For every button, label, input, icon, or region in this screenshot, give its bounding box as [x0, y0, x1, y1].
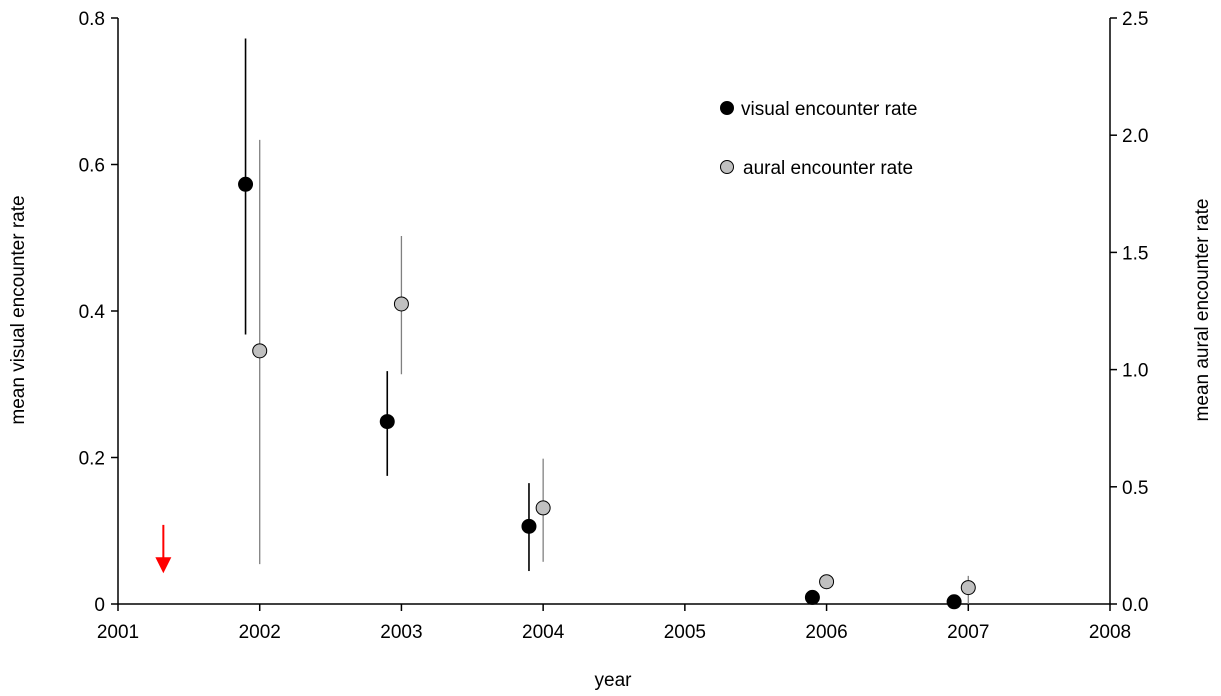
data-markers [238, 176, 976, 610]
y-left-tick-label: 0.4 [79, 302, 106, 323]
x-tick-label: 2002 [239, 622, 281, 643]
y-right-axis-label: mean aural encounter rate [1192, 199, 1213, 422]
x-tick-label: 2006 [805, 622, 847, 643]
y-left-tick-label: 0 [94, 595, 105, 616]
x-tick-label: 2004 [522, 622, 565, 643]
legend-aural-label: aural encounter rate [743, 158, 913, 179]
y-right-tick-label: 2.5 [1122, 9, 1148, 30]
legend-aural-marker [720, 160, 734, 174]
x-tick-label: 2005 [664, 622, 706, 643]
red-arrow-head [155, 557, 172, 574]
aural-data-point [252, 343, 268, 359]
legend: visual encounter rate aural encounter ra… [720, 99, 917, 179]
aural-data-point [393, 296, 409, 312]
x-tick-label: 2003 [380, 622, 422, 643]
y-left-tick-label: 0.8 [79, 9, 105, 30]
y-right-ticks: 0.0 0.5 1.0 1.5 2.0 2.5 [1110, 9, 1148, 616]
y-left-tick-label: 0.2 [79, 449, 105, 470]
y-left-axis-label: mean visual encounter rate [8, 195, 29, 424]
visual-data-point [521, 518, 537, 534]
y-left-ticks: 0 0.2 0.4 0.6 0.8 [79, 9, 118, 616]
legend-visual-marker [720, 101, 734, 115]
y-right-tick-label: 2.0 [1122, 126, 1148, 147]
y-right-tick-label: 1.0 [1122, 361, 1148, 382]
visual-data-point [379, 414, 395, 430]
x-ticks: 2001 2002 2003 2004 2005 2006 2007 2008 [97, 604, 1131, 643]
x-axis-label: year [595, 670, 633, 691]
visual-data-point [804, 589, 820, 605]
annotation-arrow [155, 524, 172, 574]
visual-data-point [238, 176, 254, 192]
axes [117, 18, 1111, 605]
aural-data-point [535, 500, 551, 516]
visual-data-point [946, 594, 962, 610]
y-right-tick-label: 1.5 [1122, 243, 1148, 264]
x-tick-label: 2008 [1089, 622, 1131, 643]
aural-data-point [960, 580, 976, 596]
aural-data-point [819, 574, 835, 590]
x-tick-label: 2001 [97, 622, 139, 643]
x-tick-label: 2007 [947, 622, 989, 643]
legend-visual-label: visual encounter rate [741, 99, 917, 120]
error-bars [244, 38, 969, 604]
y-right-tick-label: 0.0 [1122, 595, 1148, 616]
y-right-tick-label: 0.5 [1122, 478, 1148, 499]
y-left-tick-label: 0.6 [79, 156, 105, 177]
